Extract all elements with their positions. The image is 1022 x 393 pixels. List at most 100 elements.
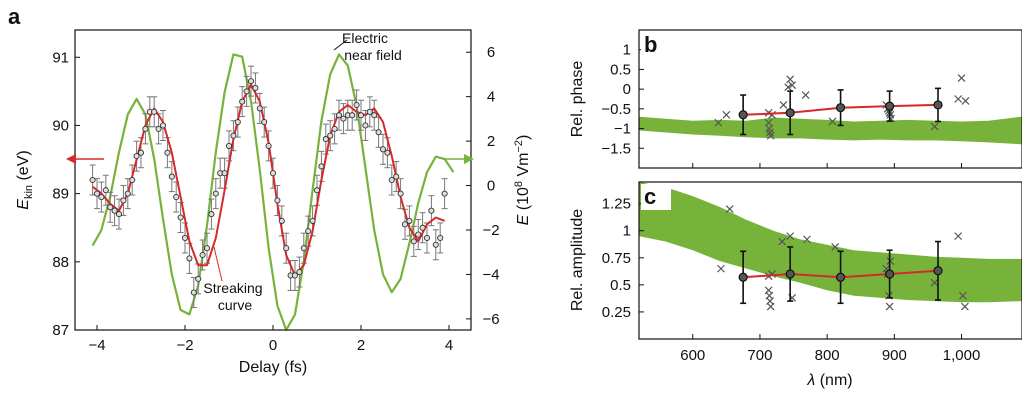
cross-marker <box>768 110 776 119</box>
x-tick-label: −4 <box>88 337 105 354</box>
panel-a-ticks: −4 −2 0 2 4 87 88 89 90 91 −6 −4 −2 0 2 4 6 <box>52 44 499 354</box>
y-tick-label: 1 <box>623 223 631 240</box>
data-point <box>366 108 373 115</box>
cross-stroke <box>766 131 775 140</box>
cross-stroke <box>885 302 894 311</box>
mean-point <box>738 272 748 282</box>
cross-marker <box>960 302 969 311</box>
data-point <box>274 197 281 204</box>
panel-a-plot <box>89 53 455 332</box>
panel-b-plot <box>639 74 1022 145</box>
data-point <box>173 193 180 201</box>
panel-c-label: c <box>644 184 656 209</box>
annotation-streaking-line1: Streaking <box>203 280 262 296</box>
cross-marker <box>930 278 939 287</box>
right-axis-arrow <box>442 154 474 164</box>
mean-point <box>785 108 795 118</box>
ylabel-right-exp2: −2 <box>513 140 525 153</box>
panel-a-label: a <box>8 4 21 29</box>
ylabel-right-main: E <box>515 214 532 225</box>
annotation-field-line1: Electric <box>342 30 388 46</box>
cross-stroke <box>954 232 963 241</box>
data-point <box>164 149 171 156</box>
mean-point <box>835 272 846 282</box>
data-point <box>340 115 347 122</box>
data-point <box>234 118 241 126</box>
x-tick-label: −2 <box>176 337 193 354</box>
cross-stroke <box>725 205 734 213</box>
y-right-tick-label: 4 <box>487 89 495 106</box>
data-point <box>186 255 193 262</box>
y-tick-label: 1 <box>623 42 631 59</box>
y-left-tick-label: 90 <box>52 117 69 134</box>
data-point <box>441 190 448 197</box>
y-tick-label: 0.5 <box>610 61 631 78</box>
data-point <box>256 105 263 112</box>
data-point <box>142 125 149 132</box>
panel-a-xlabel: Delay (fs) <box>239 359 307 376</box>
annotation-streaking-line2: curve <box>218 297 252 313</box>
cross-stroke <box>954 95 963 103</box>
cross-stroke <box>784 83 793 92</box>
data-point <box>181 234 189 242</box>
data-point <box>327 132 334 139</box>
x-tick-label: 1,000 <box>943 347 981 364</box>
cross-marker <box>961 97 970 105</box>
ylabel-right-unit2: Vm <box>515 153 532 181</box>
data-point <box>410 238 417 245</box>
ylabel-right-exp: 8 <box>513 181 525 187</box>
cross-marker <box>766 131 775 140</box>
panel-c-plot <box>639 182 1022 311</box>
cross-marker <box>722 110 731 119</box>
data-point <box>423 234 431 242</box>
cross-stroke <box>957 74 966 83</box>
data-point <box>225 142 233 149</box>
data-point <box>203 245 211 252</box>
cross-marker <box>766 302 775 311</box>
data-point <box>111 207 118 214</box>
cross-marker <box>828 117 837 126</box>
mean-point <box>835 103 846 113</box>
y-right-tick-label: −6 <box>482 311 499 328</box>
mean-point <box>933 266 943 276</box>
cross-marker <box>786 75 795 84</box>
cross-marker <box>885 302 894 311</box>
panel-c-ylabel: Rel. amplitude <box>569 209 586 311</box>
data-point <box>265 142 272 149</box>
y-right-tick-label: −2 <box>482 222 499 239</box>
data-point <box>300 245 307 252</box>
cross-stroke <box>930 122 939 131</box>
data-point <box>335 112 343 119</box>
data-point <box>309 217 316 224</box>
y-tick-label: −1.5 <box>601 140 631 157</box>
data-point <box>419 224 426 231</box>
cross-marker <box>714 118 723 127</box>
mean-point <box>885 269 895 279</box>
data-point <box>331 125 338 132</box>
x-tick-label: 2 <box>357 337 365 354</box>
data-point <box>212 190 219 197</box>
data-point <box>190 289 197 296</box>
cross-marker <box>930 122 939 131</box>
cross-stroke <box>828 117 837 126</box>
cross-stroke <box>803 235 811 244</box>
y-tick-label: 1.25 <box>602 196 631 213</box>
data-point <box>362 122 369 129</box>
cross-marker <box>778 237 787 246</box>
data-point <box>199 251 206 259</box>
data-point <box>428 207 435 214</box>
data-point <box>230 132 237 139</box>
panel-a-ylabel-left: Ekin (eV) <box>15 150 35 209</box>
cross-stroke <box>958 291 967 300</box>
cross-stroke <box>766 128 774 137</box>
cross-stroke <box>714 118 723 127</box>
cross-marker <box>954 232 963 241</box>
data-point <box>349 112 356 119</box>
data-point <box>208 211 215 218</box>
data-point <box>93 190 101 197</box>
cross-stroke <box>961 97 970 105</box>
cross-stroke <box>930 278 939 287</box>
cross-stroke <box>786 232 795 241</box>
y-right-tick-label: 6 <box>487 44 495 61</box>
